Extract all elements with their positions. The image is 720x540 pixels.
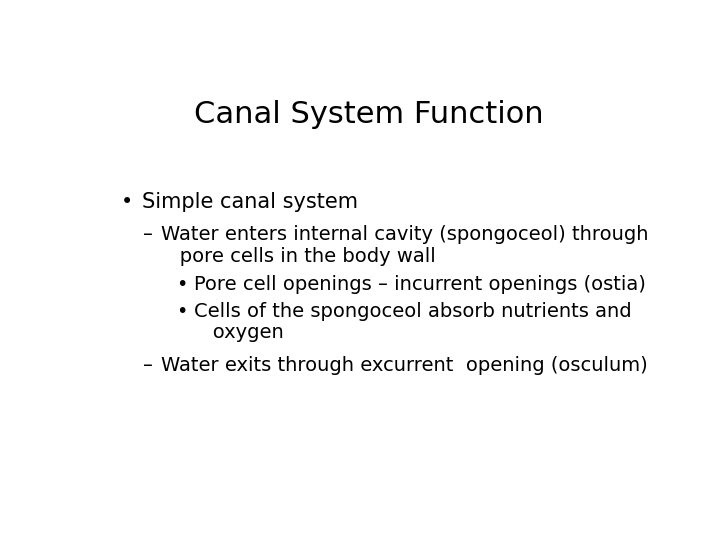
Text: Cells of the spongoceol absorb nutrients and: Cells of the spongoceol absorb nutrients…	[194, 302, 632, 321]
Text: –: –	[143, 225, 153, 244]
Text: Simple canal system: Simple canal system	[142, 192, 358, 212]
Text: •: •	[176, 302, 188, 321]
Text: •: •	[176, 275, 188, 294]
Text: •: •	[121, 192, 133, 212]
Text: Pore cell openings – incurrent openings (ostia): Pore cell openings – incurrent openings …	[194, 275, 647, 294]
Text: Water enters internal cavity (spongoceol) through: Water enters internal cavity (spongoceol…	[161, 225, 649, 244]
Text: pore cells in the body wall: pore cells in the body wall	[161, 246, 436, 266]
Text: oxygen: oxygen	[194, 323, 284, 342]
Text: Canal System Function: Canal System Function	[194, 100, 544, 129]
Text: –: –	[143, 356, 153, 375]
Text: Water exits through excurrent  opening (osculum): Water exits through excurrent opening (o…	[161, 356, 647, 375]
